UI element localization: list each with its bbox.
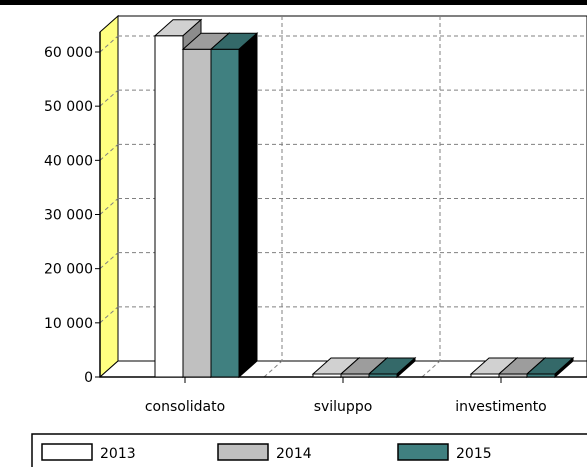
top-frame-bar xyxy=(0,0,587,5)
bar-side-face xyxy=(554,356,574,379)
side-wall xyxy=(99,14,119,379)
bar-investimento-2015 xyxy=(525,356,575,379)
legend-label: 2014 xyxy=(276,446,312,462)
legend: 2013 2014 2015 xyxy=(31,433,587,467)
y-axis-ticks: 0 10 000 20 000 30 000 40 000 50 000 60 000 xyxy=(44,45,100,386)
x-axis-labels: consolidato sviluppo investimento xyxy=(145,399,547,415)
y-tick-label: 30 000 xyxy=(44,208,93,224)
y-tick-label: 0 xyxy=(84,370,93,386)
category-label: consolidato xyxy=(145,399,225,415)
bar-side-face xyxy=(238,32,258,379)
bar-side-face xyxy=(396,356,416,379)
category-label: sviluppo xyxy=(314,399,373,415)
legend-swatch xyxy=(397,443,449,461)
bar-consolidato-2015 xyxy=(209,32,259,379)
category-label: investimento xyxy=(455,399,547,415)
bar-front-face xyxy=(210,48,240,378)
legend-box xyxy=(31,433,587,467)
y-tick-label: 50 000 xyxy=(44,99,93,115)
bars xyxy=(153,18,575,379)
legend-swatch xyxy=(41,443,93,461)
legend-label: 2013 xyxy=(100,446,136,462)
top-frame-line xyxy=(0,0,587,2)
y-tick-label: 60 000 xyxy=(44,45,93,61)
y-tick-label: 40 000 xyxy=(44,153,93,169)
bar-sviluppo-2015 xyxy=(367,356,417,379)
y-tick-label: 10 000 xyxy=(44,316,93,332)
legend-swatch xyxy=(217,443,269,461)
legend-label: 2015 xyxy=(456,446,492,462)
bar-front-face xyxy=(182,48,212,378)
y-tick-label: 20 000 xyxy=(44,262,93,278)
bar-front-face xyxy=(154,35,184,378)
